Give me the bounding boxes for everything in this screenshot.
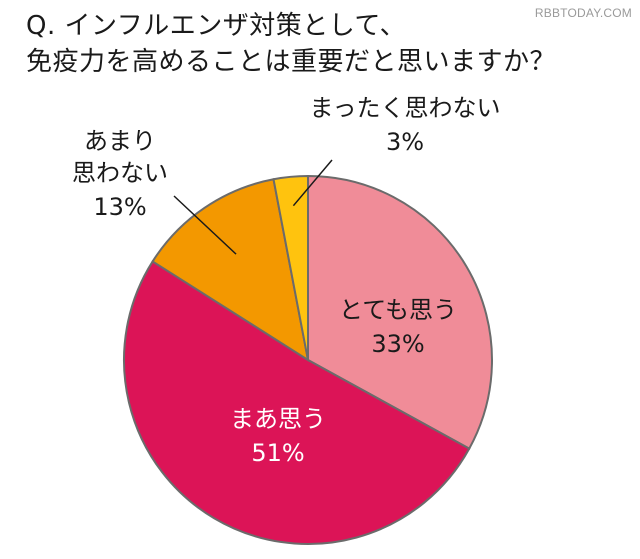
pie-slice-mattaku	[272, 174, 309, 361]
slice-value-amari: 13%	[93, 193, 146, 221]
watermark: RBBTODAY.COM	[534, 6, 632, 20]
slice-label-amari-line1: あまり	[84, 127, 156, 155]
slice-value-maa: 51%	[251, 439, 304, 467]
leader-line-amari	[173, 195, 237, 255]
slice-label-totemo: とても思う	[339, 296, 457, 324]
leader-line-mattaku	[292, 159, 333, 207]
leader-lines	[173, 159, 333, 255]
pie-slice-amari	[151, 178, 310, 363]
chart-title: Q. インフルエンザ対策として、 免疫力を高めることは重要だと思いますか？	[26, 8, 556, 80]
pie-slices	[123, 174, 493, 545]
slice-label-maa: まあ思う	[230, 405, 326, 433]
title-line-2: 免疫力を高めることは重要だと思いますか？	[26, 47, 557, 77]
slice-label-mattaku: まったく思わない	[309, 94, 500, 122]
title-line-1: Q. インフルエンザ対策として、	[26, 11, 407, 41]
slice-label-amari-line2: 思わない	[72, 159, 168, 187]
pie-slice-totemo	[307, 174, 493, 450]
slice-value-mattaku: 3%	[386, 128, 424, 156]
slice-value-totemo: 33%	[371, 330, 424, 358]
pie-slice-maa	[123, 260, 471, 545]
